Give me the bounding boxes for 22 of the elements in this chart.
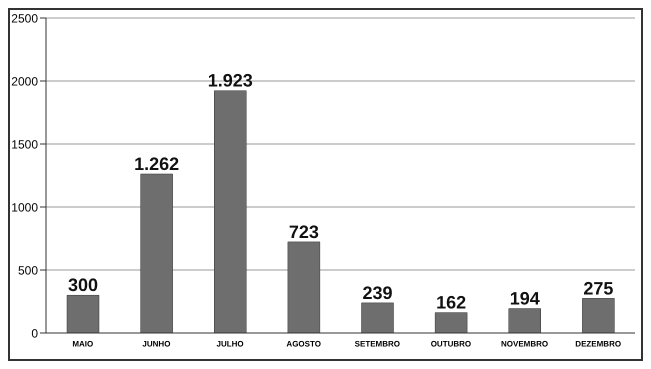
- data-label: 1.262: [134, 154, 180, 174]
- x-tick-label: NOVEMBRO: [501, 340, 548, 349]
- y-tick-label: 2000: [11, 74, 38, 88]
- x-tick-label: DEZEMBRO: [575, 340, 622, 349]
- y-tick-label: 1500: [11, 137, 38, 152]
- y-tick-label: 0: [31, 326, 38, 340]
- x-tick-label: JUNHO: [142, 340, 170, 349]
- x-tick-label: JULHO: [216, 340, 244, 349]
- x-tick-label: OUTUBRO: [430, 340, 472, 349]
- x-tick-label: SETEMBRO: [354, 340, 400, 349]
- data-label: 162: [436, 292, 466, 313]
- x-tick-label: MAIO: [72, 340, 94, 349]
- y-tick-label: 1000: [11, 200, 38, 214]
- data-label: 239: [362, 282, 393, 303]
- y-tick-label: 2500: [11, 11, 38, 26]
- y-tick-label: 500: [18, 263, 38, 278]
- data-label: 1.923: [208, 70, 253, 91]
- data-label: 723: [288, 222, 319, 242]
- data-label: 300: [68, 275, 98, 296]
- data-label: 275: [583, 278, 614, 298]
- data-label: 194: [510, 288, 540, 309]
- x-tick-label: AGOSTO: [286, 340, 321, 349]
